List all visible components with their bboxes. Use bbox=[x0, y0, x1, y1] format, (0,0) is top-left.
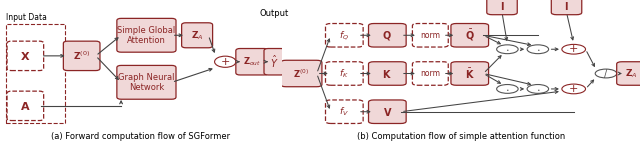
FancyBboxPatch shape bbox=[326, 100, 363, 123]
Text: $\mathbf{Z}_{out}$: $\mathbf{Z}_{out}$ bbox=[243, 55, 261, 68]
Text: Input Data: Input Data bbox=[6, 13, 47, 22]
Circle shape bbox=[562, 84, 586, 94]
Text: Output: Output bbox=[260, 9, 289, 18]
Text: $f_Q$: $f_Q$ bbox=[339, 29, 349, 42]
Text: Simple Global
Attention: Simple Global Attention bbox=[117, 26, 175, 45]
Text: norm: norm bbox=[420, 69, 440, 78]
Text: $\cdot$: $\cdot$ bbox=[505, 84, 509, 94]
Text: $\mathbf{I}$: $\mathbf{I}$ bbox=[500, 0, 504, 12]
Circle shape bbox=[497, 45, 518, 54]
FancyBboxPatch shape bbox=[63, 41, 100, 71]
Text: norm: norm bbox=[420, 31, 440, 40]
FancyBboxPatch shape bbox=[182, 23, 212, 48]
FancyBboxPatch shape bbox=[617, 62, 640, 85]
Text: $\bar{\mathbf{Q}}$: $\bar{\mathbf{Q}}$ bbox=[465, 28, 475, 43]
Text: $\mathbf{Z}_A$: $\mathbf{Z}_A$ bbox=[625, 67, 637, 80]
Text: $\mathbf{K}$: $\mathbf{K}$ bbox=[383, 67, 392, 80]
FancyBboxPatch shape bbox=[369, 100, 406, 123]
FancyBboxPatch shape bbox=[117, 18, 176, 52]
Circle shape bbox=[497, 85, 518, 93]
FancyBboxPatch shape bbox=[369, 24, 406, 47]
Circle shape bbox=[214, 56, 236, 67]
Text: $\mathbf{I}$: $\mathbf{I}$ bbox=[564, 0, 569, 12]
Text: /: / bbox=[604, 69, 607, 78]
Text: +: + bbox=[569, 84, 579, 94]
FancyBboxPatch shape bbox=[487, 0, 517, 15]
Text: $\cdot$: $\cdot$ bbox=[505, 44, 509, 54]
Text: Graph Neural
Network: Graph Neural Network bbox=[118, 73, 175, 92]
Text: $\mathbf{V}$: $\mathbf{V}$ bbox=[383, 106, 392, 118]
FancyBboxPatch shape bbox=[281, 60, 322, 87]
FancyBboxPatch shape bbox=[326, 24, 363, 47]
FancyBboxPatch shape bbox=[551, 0, 582, 15]
FancyBboxPatch shape bbox=[6, 24, 65, 123]
Text: $\mathbf{Q}$: $\mathbf{Q}$ bbox=[383, 29, 392, 42]
FancyBboxPatch shape bbox=[326, 62, 363, 85]
Text: $\mathbf{A}$: $\mathbf{A}$ bbox=[20, 100, 31, 112]
Circle shape bbox=[527, 45, 548, 54]
Text: +: + bbox=[569, 44, 579, 54]
FancyBboxPatch shape bbox=[369, 62, 406, 85]
Text: $\mathbf{Z}_A$: $\mathbf{Z}_A$ bbox=[191, 29, 204, 42]
Text: $f_V$: $f_V$ bbox=[339, 105, 349, 118]
FancyBboxPatch shape bbox=[7, 91, 44, 121]
FancyBboxPatch shape bbox=[7, 41, 44, 71]
Circle shape bbox=[562, 44, 586, 54]
Text: $\mathbf{X}$: $\mathbf{X}$ bbox=[20, 50, 31, 62]
FancyBboxPatch shape bbox=[451, 24, 488, 47]
Circle shape bbox=[595, 69, 617, 78]
Text: $\cdot$: $\cdot$ bbox=[536, 44, 540, 54]
FancyBboxPatch shape bbox=[451, 62, 488, 85]
Text: (a) Forward computation flow of SGFormer: (a) Forward computation flow of SGFormer bbox=[51, 132, 230, 141]
FancyBboxPatch shape bbox=[264, 49, 285, 75]
FancyBboxPatch shape bbox=[412, 24, 448, 47]
Text: $\cdot$: $\cdot$ bbox=[536, 84, 540, 94]
Text: +: + bbox=[221, 57, 230, 67]
FancyBboxPatch shape bbox=[117, 65, 176, 99]
Circle shape bbox=[527, 85, 548, 93]
FancyBboxPatch shape bbox=[412, 62, 448, 85]
Text: $\bar{\mathbf{K}}$: $\bar{\mathbf{K}}$ bbox=[465, 66, 475, 81]
Text: $f_K$: $f_K$ bbox=[339, 67, 349, 80]
Text: (b) Computation flow of simple attention function: (b) Computation flow of simple attention… bbox=[356, 132, 565, 141]
Text: $\hat{Y}$: $\hat{Y}$ bbox=[270, 54, 279, 70]
Text: $\mathbf{Z}^{(0)}$: $\mathbf{Z}^{(0)}$ bbox=[73, 50, 90, 62]
Text: $\mathbf{Z}^{(0)}$: $\mathbf{Z}^{(0)}$ bbox=[293, 67, 309, 80]
FancyBboxPatch shape bbox=[236, 49, 268, 75]
